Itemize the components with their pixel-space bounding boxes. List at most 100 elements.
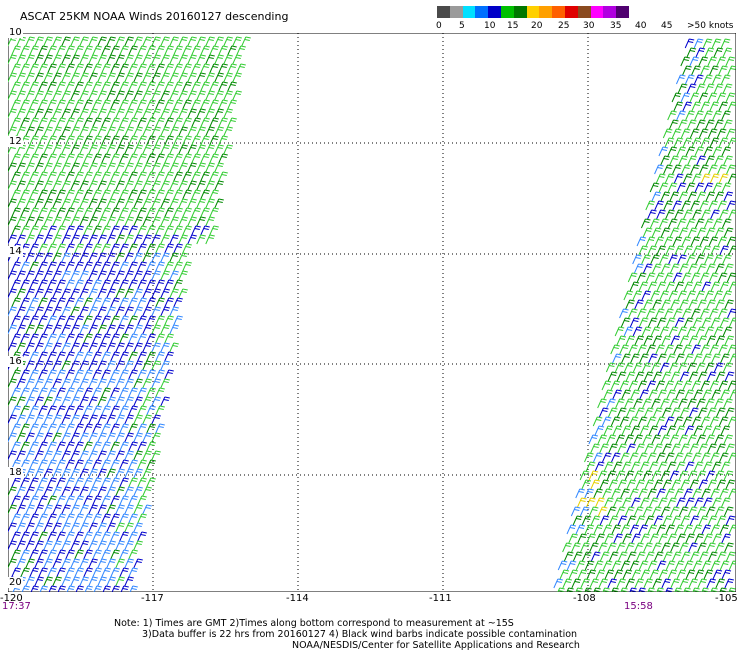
wind-barb [659, 290, 670, 301]
wind-barb [712, 182, 723, 193]
wind-barb [137, 495, 147, 506]
wind-barb [696, 434, 706, 445]
wind-barb [56, 261, 66, 272]
wind-barb [676, 497, 686, 508]
wind-barb [632, 362, 643, 373]
wind-barb [119, 513, 129, 524]
wind-barb [173, 81, 183, 92]
wind-barb [47, 477, 57, 488]
wind-barb [47, 531, 57, 542]
wind-barb [703, 218, 714, 229]
wind-barb [716, 515, 727, 526]
wind-barb [721, 569, 732, 580]
wind-barb [637, 344, 647, 355]
wind-barb [133, 270, 143, 281]
wind-barb [101, 63, 111, 74]
wind-barb [29, 171, 39, 182]
wind-barb [722, 326, 733, 337]
wind-barb [629, 488, 639, 499]
wind-barb [711, 461, 722, 472]
wind-barb [11, 153, 21, 164]
wind-barb [38, 117, 48, 128]
lon-label-108: -108 [573, 593, 596, 604]
wind-barb [717, 236, 728, 247]
wind-barb [25, 90, 35, 101]
wind-barb [146, 189, 156, 200]
wind-barb [633, 506, 644, 517]
wind-map[interactable] [8, 33, 736, 592]
wind-barb [721, 182, 732, 193]
wind-barb [124, 126, 134, 137]
wind-barb [566, 560, 577, 571]
wind-barb [8, 108, 17, 119]
colorbar-swatch [513, 6, 527, 18]
wind-barb [137, 315, 147, 326]
wind-barb [727, 101, 736, 112]
wind-barb [56, 333, 66, 344]
wind-barb [200, 45, 210, 56]
wind-barb [209, 189, 219, 200]
wind-barb [133, 306, 143, 317]
wind-barb [124, 558, 134, 569]
wind-barb [708, 272, 719, 283]
wind-barb [92, 153, 102, 164]
wind-barb [622, 569, 633, 580]
wind-barb [169, 126, 179, 137]
wind-barb [20, 477, 30, 488]
wind-barb [106, 234, 116, 245]
wind-barb [101, 315, 111, 326]
wind-barb [119, 45, 129, 56]
wind-barb [687, 506, 698, 517]
wind-barb [575, 524, 586, 535]
wind-barb [124, 234, 134, 245]
wind-barb [637, 416, 648, 427]
wind-barb [124, 504, 134, 515]
wind-barb [151, 270, 161, 281]
wind-barb [133, 396, 143, 407]
wind-barb [11, 225, 21, 236]
wind-barb [52, 468, 62, 479]
wind-barb [580, 542, 590, 553]
wind-barb [97, 108, 107, 119]
wind-barb [622, 533, 632, 544]
wind-barb [34, 162, 44, 173]
wind-barb [74, 153, 84, 164]
wind-barb [647, 281, 658, 292]
wind-barb [656, 281, 667, 292]
wind-barb [649, 533, 659, 544]
wind-barb [56, 315, 66, 326]
wind-barb [106, 162, 116, 173]
wind-barb [119, 477, 129, 488]
wind-barb [670, 335, 681, 346]
wind-barb [593, 560, 604, 571]
wind-barb [88, 270, 98, 281]
wind-barb [218, 153, 228, 164]
wind-barb [680, 479, 691, 490]
wind-barb [688, 542, 698, 553]
wind-barb [8, 432, 17, 443]
wind-barb [178, 198, 188, 209]
lon-label-111: -111 [429, 593, 452, 604]
wind-barb [142, 234, 152, 245]
wind-barb [155, 45, 165, 56]
wind-barb [200, 81, 210, 92]
wind-barb [124, 216, 134, 227]
wind-barb [74, 387, 84, 398]
wind-barb [155, 207, 165, 218]
wind-barb [97, 216, 107, 227]
wind-barb [119, 279, 129, 290]
wind-barb [654, 236, 665, 247]
wind-barb [115, 504, 125, 515]
wind-barb [119, 567, 129, 578]
wind-barb [718, 173, 729, 184]
wind-barb [25, 540, 35, 551]
wind-barb [612, 425, 623, 436]
wind-barb [712, 569, 723, 580]
wind-barb [70, 90, 80, 101]
wind-barb [20, 81, 30, 92]
wind-barb [11, 549, 21, 560]
wind-barb [706, 542, 716, 553]
wind-barb [672, 272, 683, 283]
wind-barb [88, 468, 98, 479]
wind-barb [686, 362, 697, 373]
